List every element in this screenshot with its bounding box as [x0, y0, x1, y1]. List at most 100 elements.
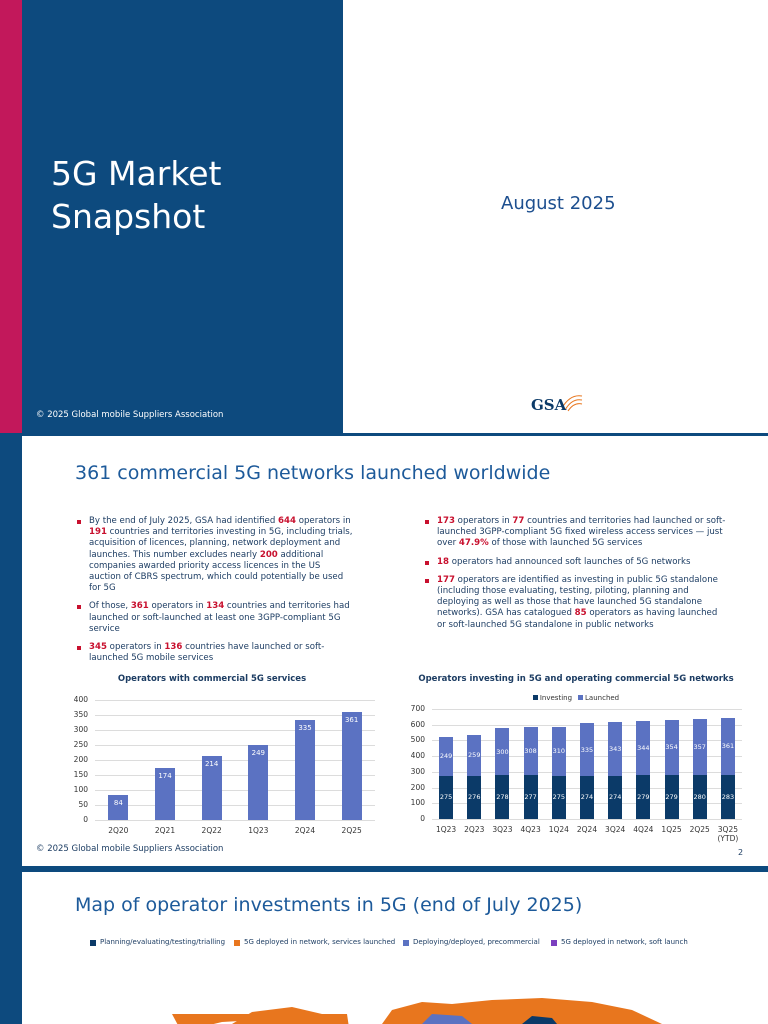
legend-label: Investing: [539, 694, 573, 702]
data-label: 343: [608, 744, 622, 753]
bar-segment: [608, 722, 623, 776]
cover-title: 5G Market Snapshot: [51, 154, 222, 236]
logo: GSA: [531, 396, 567, 414]
data-label: 308: [524, 747, 537, 756]
highlight: 77: [512, 516, 525, 526]
bar-segment: [608, 775, 623, 819]
cover-panel: [22, 0, 343, 433]
bar: [341, 711, 362, 820]
data-label: 300: [496, 747, 509, 756]
bar: [295, 719, 315, 820]
data-label: 249: [251, 749, 266, 758]
x-tick-label: 4Q23: [520, 825, 541, 834]
map-legend: Planning/evaluating/testing/trialling 5G …: [90, 938, 750, 950]
bullet: 18 operators had announced soft launches…: [423, 557, 728, 568]
y-tick-label: 300: [73, 725, 88, 734]
data-label: 310: [552, 747, 566, 756]
x-tick-label: 1Q24: [548, 825, 569, 834]
y-tick-label: 250: [73, 740, 88, 749]
date: August 2025: [501, 193, 616, 214]
x-tick-label: 1Q23: [435, 825, 457, 834]
grid-line: [95, 730, 375, 731]
grid-line: [95, 820, 375, 821]
y-tick-label: 400: [410, 751, 425, 761]
legend-label: 5G deployed in network, soft launch: [561, 938, 688, 946]
bullet-text: operators in: [295, 516, 351, 526]
highlight: 361: [130, 601, 149, 612]
highlight: 85: [574, 608, 587, 619]
grid-line: [432, 819, 742, 820]
legend-swatch: [551, 940, 557, 946]
bullet-text: countries and territories had launched o…: [437, 516, 726, 549]
data-label: 275: [439, 793, 453, 802]
bar-segment: [551, 727, 566, 776]
bar-segment: [636, 721, 651, 776]
copyright: © 2025 Global mobile Suppliers Associati…: [36, 844, 224, 854]
x-tick-label: 3Q24: [605, 825, 626, 834]
grid-line: [95, 805, 375, 806]
grid-line: [95, 715, 375, 716]
legend-swatch: [234, 940, 240, 946]
bullet-text: operators in: [148, 601, 207, 612]
bullet: 345 operators in 136 countries have laun…: [75, 642, 353, 664]
y-tick-label: 0: [420, 814, 425, 823]
bullets-left: By the end of July 2025, GSA had identif…: [75, 516, 353, 671]
y-tick-label: 0: [83, 815, 88, 824]
bar-segment: [439, 736, 454, 776]
x-tick-label: 2Q25: [341, 826, 362, 835]
bar-segment: [551, 775, 566, 819]
y-tick-label: 500: [410, 735, 425, 745]
grid-line: [95, 760, 375, 761]
x-tick-label: 1Q23: [248, 826, 269, 835]
legend-swatch: [90, 940, 96, 946]
x-tick-label: 2Q23: [464, 825, 485, 834]
bullet-text: countries and territories investing in 5…: [89, 527, 353, 560]
bar: [248, 745, 269, 820]
legend-swatch: [403, 940, 409, 946]
grid-line: [95, 745, 375, 746]
y-tick-label: 400: [73, 695, 88, 704]
x-tick-label: 2Q21: [154, 826, 176, 835]
bar-segment: [523, 727, 538, 776]
chart-title: Operators investing in 5G and operating …: [418, 674, 734, 684]
data-label: 276: [468, 793, 481, 802]
slide-title: Map of operator investments in 5G (end o…: [75, 894, 583, 916]
data-label: 84: [113, 798, 123, 807]
highlight: 191: [89, 527, 107, 538]
x-tick-label: 2Q20: [108, 826, 129, 835]
x-tick-label: 2Q24: [294, 826, 316, 835]
bar-segment: [495, 728, 510, 776]
bar-segment: [636, 775, 651, 819]
bullet-text: Of those,: [89, 601, 131, 612]
chart-title: Operators with commercial 5G services: [117, 674, 307, 684]
y-tick-label: 200: [410, 782, 425, 792]
bar-segment: [523, 775, 538, 819]
y-tick-label: 700: [410, 704, 425, 713]
copyright: © 2025 Global mobile Suppliers Associati…: [36, 410, 224, 420]
bullet: Of those, 361 operators in 134 countries…: [75, 601, 353, 635]
bullets-right: 173 operators in 77 countries and territ…: [423, 516, 728, 638]
bar-segment: [692, 775, 707, 819]
data-label: 335: [298, 723, 312, 732]
grid-line: [95, 700, 375, 701]
bar-segment: [495, 775, 510, 819]
bar: [155, 767, 175, 820]
highlight: 136: [164, 642, 183, 653]
bullet-text: countries and territories had launched o…: [89, 601, 350, 634]
bullet-text: operators in: [454, 516, 513, 526]
bullet-text: By the end of July 2025, GSA had identif…: [89, 516, 279, 526]
data-label: 275: [552, 793, 566, 802]
data-label: 361: [721, 742, 735, 751]
x-tick-label: 2Q25: [689, 825, 710, 834]
x-tick-label: 2Q22: [201, 826, 222, 835]
bullet-text: countries have launched or soft-launched…: [89, 642, 325, 664]
summary-slide: 361 commercial 5G networks launched worl…: [22, 436, 768, 866]
bar-segment: [664, 775, 679, 819]
bar: [201, 755, 222, 820]
data-label: 278: [496, 793, 509, 802]
y-tick-label: 200: [73, 755, 88, 764]
x-tick-label: 4Q24: [633, 825, 654, 834]
highlight: 345: [89, 642, 107, 653]
x-tick-label: 2Q24: [576, 825, 598, 834]
